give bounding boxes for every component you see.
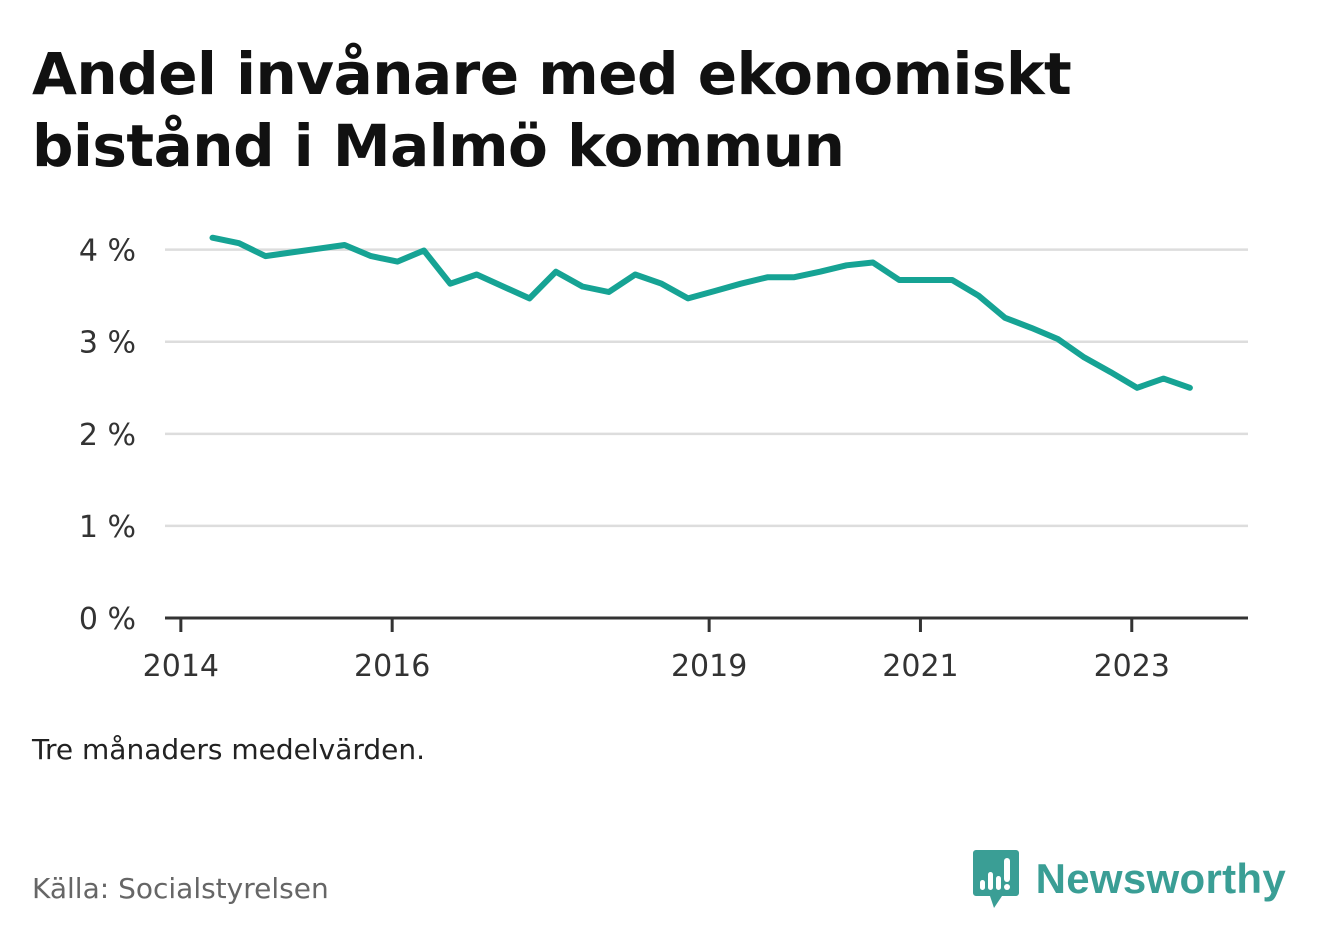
brand-name: Newsworthy	[1035, 855, 1286, 902]
y-tick-label: 2 %	[79, 418, 136, 453]
gridlines	[165, 248, 1248, 528]
x-tick-label: 2023	[1094, 649, 1170, 684]
x-tick-label: 2021	[882, 649, 958, 684]
source-label: Källa: Socialstyrelsen	[32, 872, 329, 905]
y-tick-label: 4 %	[79, 234, 136, 269]
y-tick-label: 1 %	[79, 510, 136, 545]
x-tick-label: 2014	[143, 649, 219, 684]
y-tick-label: 3 %	[79, 326, 136, 361]
line-chart: 0 % 1 % 2 % 3 % 4 % 2014 2016 2019 2021 2023	[79, 234, 1248, 684]
data-points	[212, 237, 1190, 388]
chart-note: Tre månaders medelvärden.	[32, 733, 426, 766]
brand-logo[interactable]: Newsworthy	[972, 848, 1286, 910]
page-title: Andel invånare med ekonomiskt bistånd i …	[32, 40, 1072, 180]
bar-chart-speech-bubble-icon	[972, 850, 1019, 908]
x-tick-label: 2016	[354, 649, 430, 684]
y-tick-label: 0 %	[79, 602, 136, 637]
x-axis-ticks: 2014 2016 2019 2021 2023	[143, 618, 1170, 684]
y-axis-tick-labels: 0 % 1 % 2 % 3 % 4 %	[79, 234, 136, 637]
series-line	[209, 234, 1193, 391]
x-tick-label: 2019	[671, 649, 747, 684]
